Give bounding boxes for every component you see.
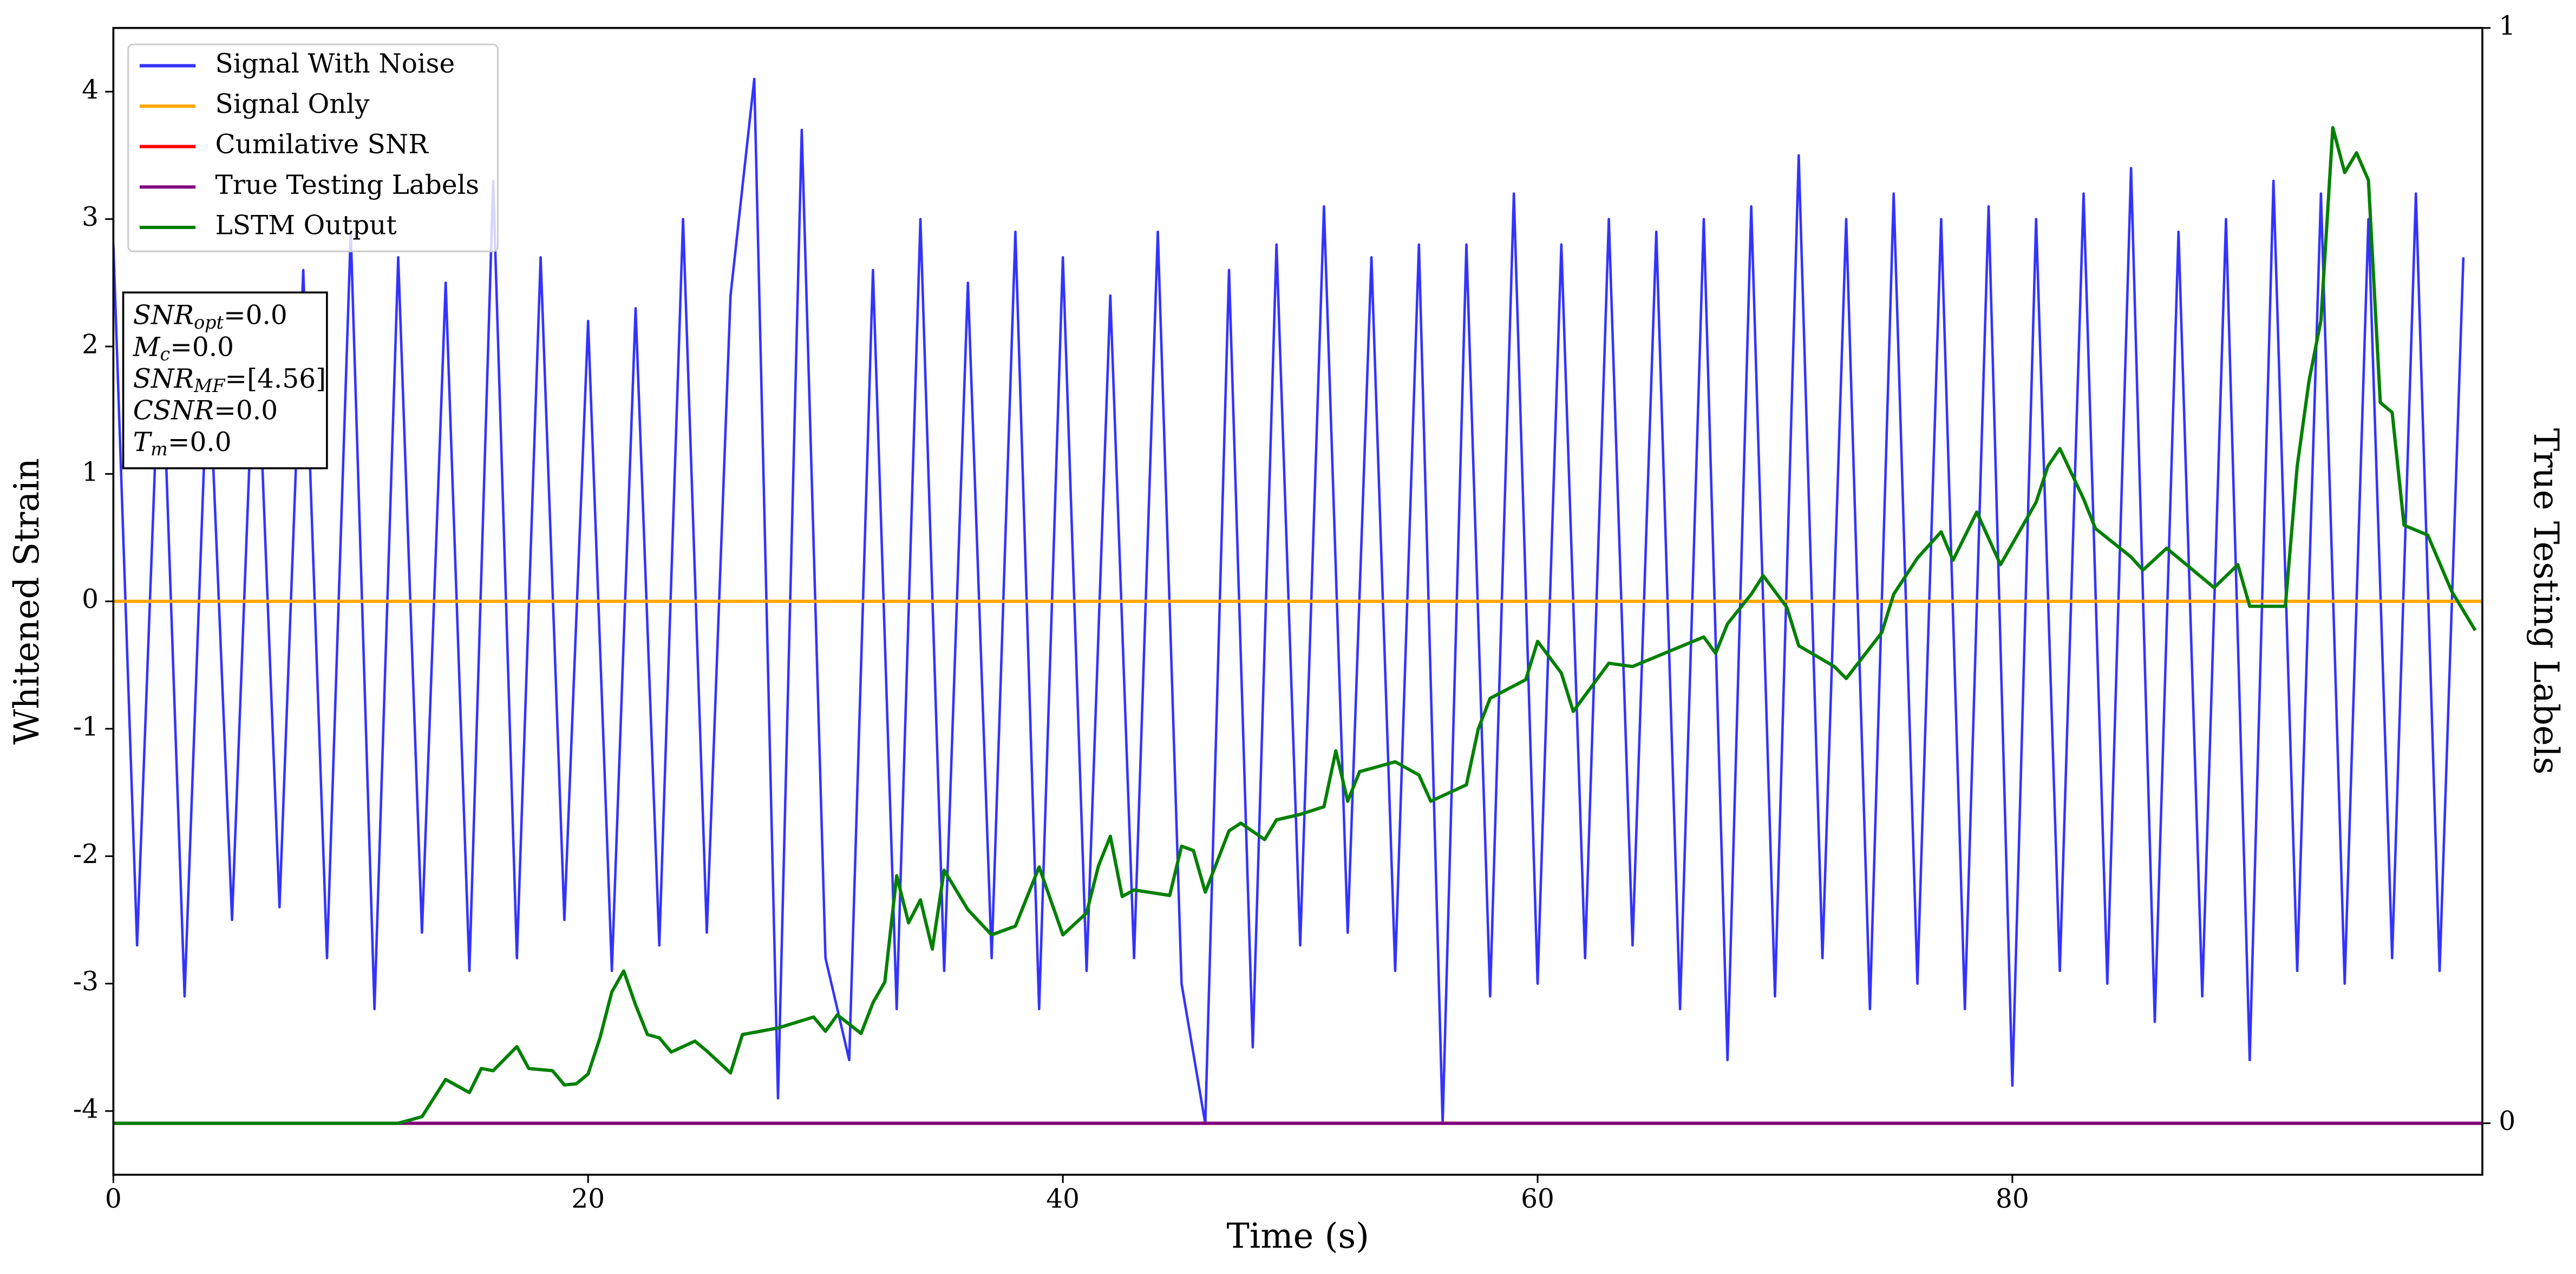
annotation: Tm=0.0 — [133, 427, 232, 460]
series-line — [113, 126, 2477, 1125]
annotation-sub: c — [160, 343, 171, 364]
series-line — [113, 77, 2465, 1125]
y-tick-label: -3 — [73, 966, 99, 997]
y2-tick-label: 0 — [2499, 1106, 2515, 1136]
y-tick-label: 3 — [82, 202, 99, 232]
annotation-base: SNR — [133, 363, 194, 394]
annotation-sub: opt — [194, 312, 224, 333]
annotation-base: SNR — [133, 300, 194, 330]
annotation-box — [122, 291, 328, 469]
annotation: CSNR=0.0 — [133, 395, 278, 426]
x-tick-label: 80 — [1996, 1184, 2029, 1214]
legend-label: LSTM Output — [215, 211, 397, 241]
y-tick-label: -2 — [73, 839, 99, 870]
y-axis-label: Whitened Strain — [7, 458, 47, 744]
y-tick-label: -1 — [73, 711, 99, 742]
annotation-base: CSNR — [133, 395, 214, 426]
y-tick-label: 1 — [82, 457, 99, 487]
annotation: SNRMF=[4.56] — [133, 363, 326, 396]
x-tick-label: 40 — [1046, 1184, 1080, 1214]
annotation-text: =0.0 — [168, 427, 232, 457]
y-tick-label: 2 — [82, 329, 99, 360]
legend-label: Signal With Noise — [215, 49, 455, 79]
x-tick-label: 0 — [105, 1184, 122, 1214]
annotation-text: =0.0 — [224, 300, 287, 330]
annotation: SNRopt=0.0 — [133, 300, 287, 333]
x-axis-label: Time (s) — [1226, 1217, 1369, 1257]
legend-label: Cumilative SNR — [215, 129, 429, 160]
annotation-sub: MF — [193, 375, 226, 396]
annotation-base: T — [133, 427, 153, 457]
y2-axis-label: True Testing Labels — [2526, 428, 2566, 775]
y-tick-label: -4 — [73, 1094, 99, 1125]
annotation-text: =0.0 — [170, 332, 234, 362]
legend-label: True Testing Labels — [215, 170, 480, 200]
legend-box — [127, 43, 499, 252]
annotation: Mc=0.0 — [133, 332, 234, 365]
legend-label: Signal Only — [215, 89, 370, 120]
annotation-text: =[4.56] — [225, 363, 326, 394]
y-tick-label: 4 — [82, 75, 99, 105]
annotation-sub: m — [151, 439, 168, 460]
x-tick-label: 60 — [1521, 1184, 1554, 1214]
plot-area — [113, 77, 2483, 1125]
y2-tick-label: 1 — [2499, 11, 2515, 41]
x-tick-label: 20 — [571, 1184, 605, 1214]
y-tick-label: 0 — [82, 584, 99, 615]
annotation-text: =0.0 — [214, 395, 278, 426]
annotation-base: M — [133, 332, 161, 362]
